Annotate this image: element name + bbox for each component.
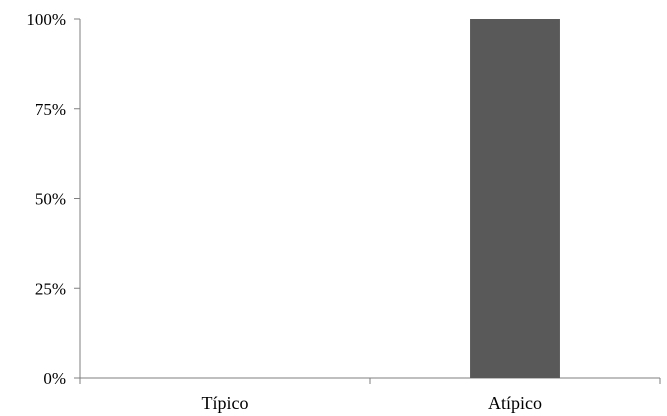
- x-axis: Típico Atípico: [79, 377, 661, 413]
- x-category-label: Típico: [202, 393, 249, 413]
- y-tick-label: 75%: [35, 100, 66, 119]
- bars: [470, 19, 560, 378]
- y-tick-label: 100%: [26, 10, 66, 29]
- y-axis: 0% 25% 50% 75% 100%: [26, 10, 81, 388]
- y-tick-label: 0%: [43, 369, 66, 388]
- bar-atípico: [470, 19, 560, 378]
- x-category-label: Atípico: [488, 393, 542, 413]
- y-tick-label: 50%: [35, 190, 66, 209]
- y-tick-label: 25%: [35, 279, 66, 298]
